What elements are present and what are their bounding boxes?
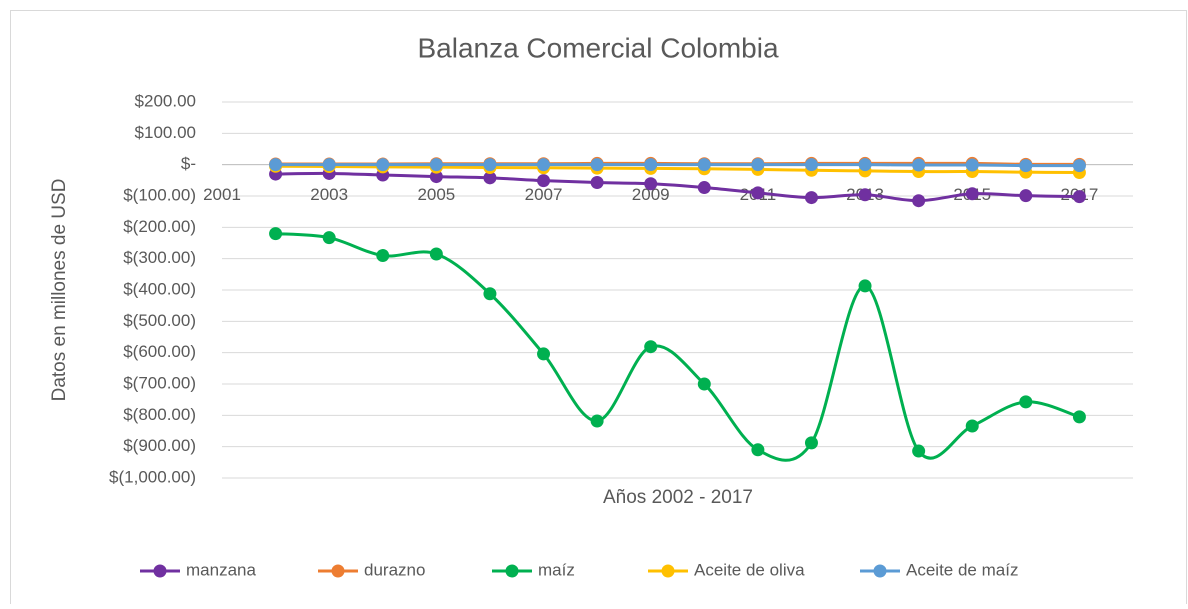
data-point [644,340,658,354]
data-point [912,158,926,172]
x-tick-label: 2005 [417,185,455,204]
data-point [858,279,872,293]
data-point [483,158,497,172]
data-point [804,436,818,450]
y-tick-label: $(500.00) [123,311,196,330]
data-point [697,158,711,172]
series-line [275,171,1080,203]
data-point [590,158,604,172]
y-tick-label: $(200.00) [123,217,196,236]
y-tick-label: $100.00 [135,123,196,142]
data-point [269,227,283,241]
y-tick-label: $(800.00) [123,405,196,424]
y-tick-label: $(300.00) [123,248,196,267]
data-point [483,171,497,185]
x-tick-label: 2009 [632,185,670,204]
data-point [483,287,497,301]
chart-frame [10,10,1187,609]
legend-marker [661,564,675,578]
data-point [697,181,711,195]
data-point [965,419,979,433]
data-point [429,170,443,184]
data-point [912,444,926,458]
data-point [751,443,765,457]
data-point [1072,159,1086,173]
legend-label: maíz [538,560,575,579]
chart-title: Balanza Comercial Colombia [417,32,778,63]
legend-marker [153,564,167,578]
x-tick-label: 2007 [525,185,563,204]
data-point [322,158,336,172]
data-point [1072,190,1086,204]
series-line [275,163,1080,168]
series-line [275,164,1080,174]
legend-marker [505,564,519,578]
data-point [965,158,979,172]
x-tick-label: 2003 [310,185,348,204]
data-point [751,186,765,200]
y-tick-label: $(900.00) [123,436,196,455]
x-tick-label: 2001 [203,185,241,204]
data-point [1072,410,1086,424]
data-point [1019,189,1033,203]
y-tick-label: $- [181,154,196,173]
legend-label: Aceite de maíz [906,560,1018,579]
data-point [965,187,979,201]
data-point [858,188,872,202]
y-tick-label: $(1,000.00) [109,467,196,486]
data-point [269,158,283,172]
data-point [697,377,711,391]
data-point [804,158,818,172]
y-tick-label: $(100.00) [123,185,196,204]
y-tick-label: $(600.00) [123,342,196,361]
y-tick-label: $200.00 [135,91,196,110]
data-point [751,158,765,172]
data-point [537,347,551,361]
legend-label: durazno [364,560,425,579]
data-point [912,194,926,208]
data-point [590,414,604,428]
x-axis-label: Años 2002 - 2017 [603,487,753,508]
y-tick-label: $(700.00) [123,373,196,392]
data-point [537,174,551,188]
data-point [1019,395,1033,409]
data-point [644,158,658,172]
data-point [644,177,658,191]
data-point [858,158,872,172]
y-tick-label: $(400.00) [123,279,196,298]
data-point [804,191,818,205]
data-point [322,231,336,245]
legend-marker [873,564,887,578]
data-point [376,249,390,263]
legend-marker [331,564,345,578]
legend-label: Aceite de oliva [694,560,805,579]
data-point [537,158,551,172]
data-point [1019,159,1033,173]
y-axis-label: Datos en millones de USD [49,179,70,402]
data-point [590,176,604,190]
data-point [429,247,443,261]
data-point [376,158,390,172]
legend-label: manzana [186,560,256,579]
data-point [429,158,443,172]
